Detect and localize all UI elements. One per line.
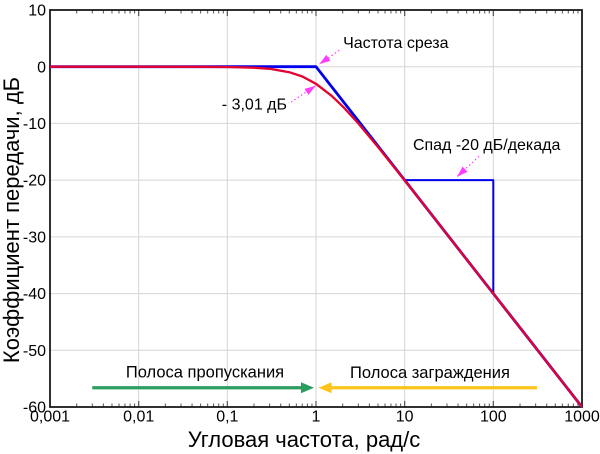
band-arrowhead-stopband [318,382,332,394]
band-label-passband: Полоса пропускания [126,364,284,382]
grid-layer [50,10,582,407]
tick-layer [76,10,579,407]
frame-layer [49,9,583,408]
x-axis-title: Угловая частота, рад/с [188,427,421,452]
y-tick-label: -60 [23,400,46,417]
series-slope-indicator [404,179,495,294]
band-label-stopband: Полоса заграждения [350,364,510,382]
y-tick-label: -40 [23,286,46,303]
callout-arrowhead-minus-3db [304,85,316,95]
x-tick-label: 100 [480,409,507,426]
plot-frame [49,9,583,408]
y-axis-title: Коэффициент передачи, дБ [0,77,24,363]
band-arrow-layer: Полоса пропускания Полоса заграждения [92,364,537,394]
series-response [50,65,583,408]
y-tick-label: -30 [23,229,46,246]
x-tick-label: 0,01 [123,409,154,426]
y-tick-label: 10 [28,3,46,20]
series-layer [50,65,584,408]
annotation-label-cutoff-frequency: Частота среза [343,35,449,52]
annotation-label-rolloff-slope: Спад -20 дБ/декада [413,137,561,154]
callout-arrowhead-rolloff-slope [456,166,468,177]
y-tick-label: 0 [37,59,46,76]
y-tick-label: -20 [23,173,46,190]
annotation-label-minus-3db: - 3,01 дБ [222,96,287,113]
x-tick-label: 0,1 [216,409,238,426]
y-tick-label: -50 [23,343,46,360]
x-tick-label: 0,001 [30,409,70,426]
callout-arrowhead-cutoff-frequency [319,54,331,65]
annotation-layer: Частота среза - 3,01 дБ Спад -20 дБ/декада [222,35,561,178]
x-tick-label: 10 [396,409,414,426]
x-tick-label: 1000 [564,409,600,426]
band-arrowhead-passband [300,382,314,394]
axis-label-layer: Угловая частота, рад/с Коэффициент перед… [0,3,600,452]
x-tick-label: 1 [312,409,321,426]
y-tick-label: -10 [23,116,46,133]
